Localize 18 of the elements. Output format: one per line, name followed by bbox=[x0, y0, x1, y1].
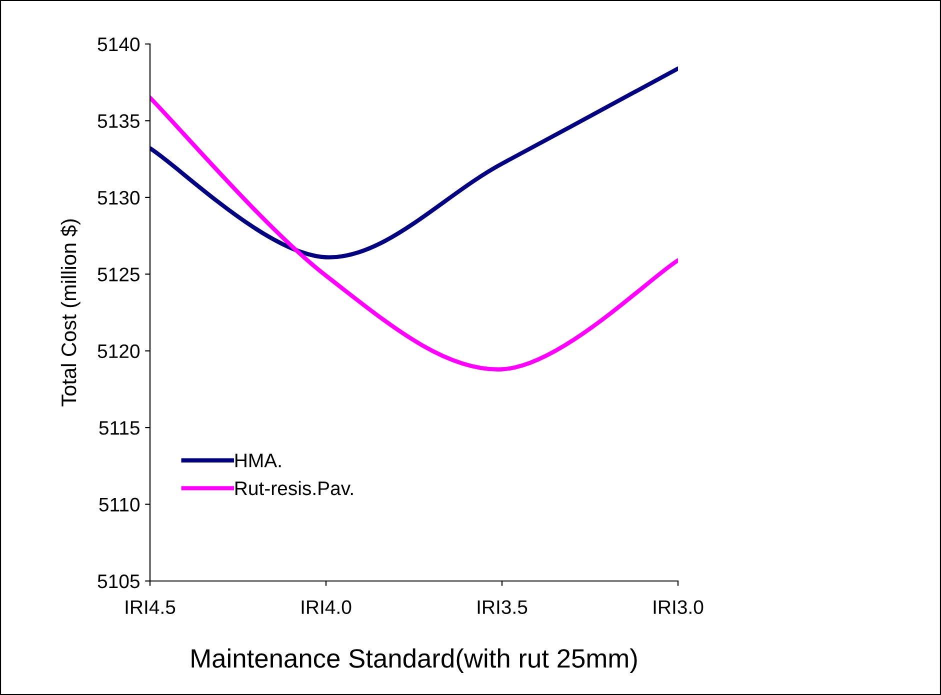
y-tick-label: 5135 bbox=[98, 114, 140, 128]
x-tick-label: IRI3.5 bbox=[478, 600, 528, 614]
y-tick-label: 5110 bbox=[99, 498, 140, 512]
y-tick-label: 5130 bbox=[98, 190, 140, 205]
x-tick-label: IRI4.0 bbox=[302, 600, 352, 614]
legend-label: Rut-resis.Pav. bbox=[235, 480, 353, 496]
legend-label: HMA. bbox=[235, 454, 281, 468]
y-tick-label: 5120 bbox=[98, 344, 140, 358]
x-tick-label: IRI3.0 bbox=[654, 600, 704, 614]
x-axis-title: Maintenance Standard(with rut 25mm) bbox=[192, 648, 637, 674]
y-tick-label: 5115 bbox=[99, 421, 140, 435]
y-tick-label: 5105 bbox=[98, 574, 140, 588]
y-axis-title: Total Cost (million $) bbox=[60, 219, 80, 406]
y-tick-label: 5140 bbox=[98, 37, 140, 52]
x-tick-label: IRI4.5 bbox=[126, 600, 176, 614]
line-series bbox=[150, 66, 678, 260]
y-tick-label: 5125 bbox=[98, 268, 140, 282]
line-series bbox=[150, 96, 678, 372]
